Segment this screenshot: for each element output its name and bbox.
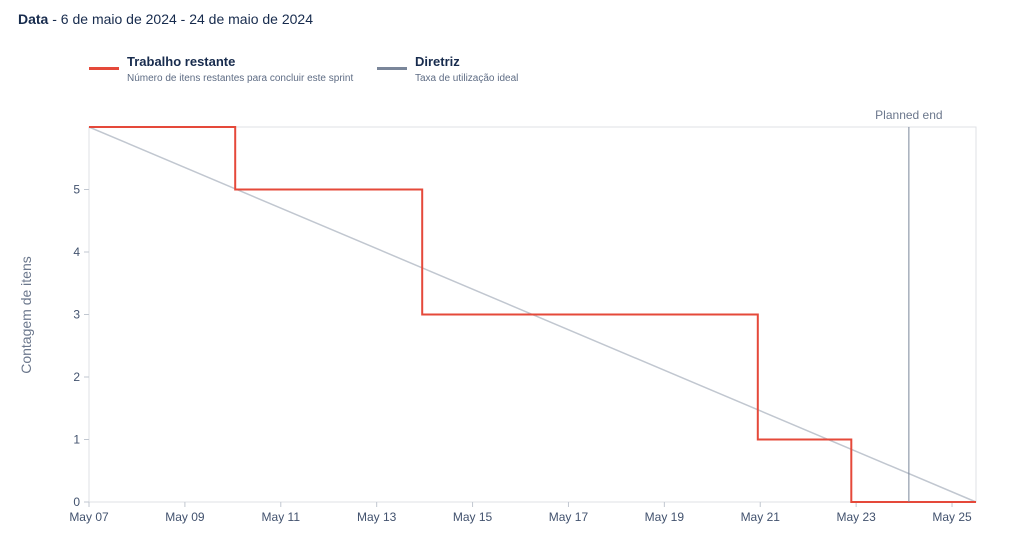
y-tick-label: 5: [73, 183, 80, 197]
x-tick-label: May 07: [69, 510, 109, 524]
x-tick-label: May 19: [645, 510, 685, 524]
date-label: Data: [18, 11, 49, 27]
x-tick-label: May 09: [165, 510, 205, 524]
y-tick-label: 4: [73, 245, 80, 259]
annotation-layer: Planned end: [875, 108, 943, 502]
date-range-value: - 6 de maio de 2024 - 24 de maio de 2024: [48, 11, 313, 27]
legend-title: Diretriz: [415, 54, 460, 69]
legend-title: Trabalho restante: [127, 54, 236, 69]
series-layer: [88, 126, 977, 503]
x-tick-label: May 17: [549, 510, 589, 524]
legend-swatch-guideline: [377, 67, 407, 70]
x-tick-label: May 15: [453, 510, 493, 524]
y-tick-label: 1: [73, 433, 80, 447]
legend-description: Taxa de utilização ideal: [415, 73, 519, 84]
y-tick-label: 3: [73, 308, 80, 322]
y-axis-title: Contagem de itens: [18, 256, 34, 374]
x-tick-label: May 25: [932, 510, 972, 524]
x-tick-label: May 11: [262, 510, 301, 524]
x-axis: May 07 May 09 May 11 May 13 May 15 May 17 May …: [69, 502, 972, 524]
date-range-header: Data - 6 de maio de 2024 - 24 de maio de…: [18, 11, 313, 27]
y-tick-label: 2: [73, 370, 80, 384]
x-tick-label: May 13: [357, 510, 397, 524]
series-line-trabalho-restante: [89, 126, 976, 503]
y-tick-label: 0: [73, 495, 80, 509]
legend-swatch-remaining-work: [89, 67, 119, 70]
x-tick-label: May 23: [836, 510, 876, 524]
x-tick-label: May 21: [741, 510, 781, 524]
y-axis: 0 1 2 3 4 5: [73, 183, 89, 509]
planned-end-label: Planned end: [875, 108, 942, 122]
legend-description: Número de itens restantes para concluir …: [127, 73, 354, 84]
